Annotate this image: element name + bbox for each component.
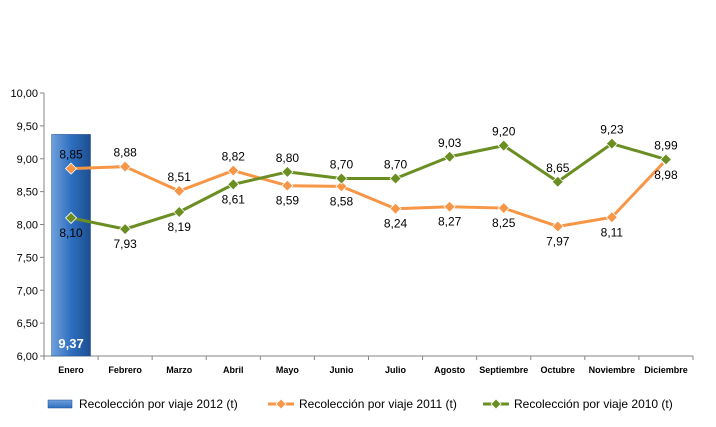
data-label: 7,93 (113, 237, 137, 251)
x-tick-label: Octubre (541, 365, 576, 375)
line-point-2 (335, 172, 348, 185)
y-tick-label: 7,50 (17, 252, 38, 264)
line-point-1 (173, 184, 186, 198)
legend-entry-0: Recolección por viaje 2012 (t) (79, 397, 238, 411)
legend-entry-1: Recolección por viaje 2011 (t) (299, 397, 457, 411)
line-point-1 (443, 200, 456, 213)
data-label: 8,11 (601, 225, 624, 239)
data-label: 8,98 (654, 168, 678, 182)
data-label: 8,82 (222, 150, 246, 164)
line-point-1 (119, 160, 132, 173)
bar-data-label: 9,37 (58, 336, 83, 351)
line-point-1 (64, 162, 78, 175)
x-tick-label: Julio (385, 365, 407, 375)
axes: 6,00 6,50 7,00 7,50 8,00 8,50 9,00 9,50 10,00 Ene… (10, 88, 694, 375)
legend-swatch-marker (490, 398, 502, 410)
line-point-2 (281, 165, 294, 178)
data-label: 8,10 (59, 226, 83, 240)
data-label: 8,59 (276, 194, 300, 208)
line-point-1 (281, 179, 294, 192)
y-tick-label: 6,00 (17, 351, 38, 363)
line-point-1 (497, 201, 510, 215)
data-label: 8,25 (492, 216, 516, 230)
line-layer (64, 137, 673, 236)
y-tick-label: 10,00 (10, 88, 38, 100)
data-label: 8,70 (330, 157, 354, 171)
line-point-2 (119, 223, 132, 236)
line-series-2 (70, 142, 667, 231)
x-tick-label: Junio (329, 365, 354, 375)
data-label: 9,20 (492, 125, 516, 139)
y-tick-label: 9,00 (17, 154, 38, 166)
data-label: 8,27 (438, 215, 462, 229)
y-tick-label: 8,50 (17, 187, 38, 199)
data-label: 8,70 (384, 157, 408, 171)
y-tick-label: 6,50 (17, 318, 38, 330)
data-label: 9,03 (438, 136, 462, 150)
data-label: 7,97 (546, 234, 570, 248)
data-label: 8,58 (330, 194, 354, 208)
line-point-2 (497, 139, 510, 152)
data-label: 8,85 (59, 148, 83, 162)
x-tick-label: Enero (58, 365, 84, 375)
data-label: 8,80 (276, 151, 300, 165)
data-label: 8,24 (384, 217, 408, 231)
line-point-2 (605, 137, 618, 150)
x-tick-label: Agosto (434, 365, 465, 375)
data-label: 8,88 (113, 146, 137, 160)
line-point-2 (551, 175, 564, 188)
line-point-2 (64, 211, 78, 224)
legend: Recolección por viaje 2012 (t) Recolecció… (47, 397, 673, 411)
data-label-layer: 9,37 8,85 8,10 8,88 7,93 8,51 8,19 8,82 8,61 8,59… (58, 123, 678, 351)
x-tick-label: Septiembre (479, 365, 528, 375)
legend-entry-2: Recolección por viaje 2010 (t) (514, 397, 673, 411)
line-point-2 (173, 205, 186, 219)
x-tick-label: Abril (223, 365, 244, 375)
line-point-2 (227, 178, 240, 191)
y-tick-label: 9,50 (17, 121, 38, 133)
line-point-1 (551, 220, 564, 233)
line-point-2 (659, 153, 673, 166)
x-tick-label: Diciembre (644, 365, 688, 375)
x-tick-label: Febrero (108, 365, 142, 375)
x-tick-label: Noviembre (589, 365, 636, 375)
line-point-1 (227, 164, 240, 177)
data-label: 8,51 (168, 170, 192, 184)
line-series-1 (70, 159, 668, 228)
legend-swatch-bar (47, 399, 73, 409)
x-tick-label: Marzo (166, 365, 193, 375)
data-label: 9,23 (600, 123, 624, 137)
legend-swatch-marker (275, 398, 287, 410)
line-point-1 (335, 180, 348, 193)
line-point-2 (443, 150, 456, 163)
data-label: 8,65 (546, 161, 570, 175)
y-tick-label: 7,00 (17, 285, 38, 297)
data-label: 8,19 (168, 220, 192, 234)
line-point-1 (389, 202, 402, 215)
data-label: 8,61 (222, 192, 246, 206)
y-tick-label: 8,00 (17, 220, 38, 232)
line-point-1 (605, 211, 618, 224)
data-label: 8,99 (654, 138, 678, 152)
x-tick-label: Mayo (276, 365, 300, 375)
line-point-2 (389, 172, 402, 185)
